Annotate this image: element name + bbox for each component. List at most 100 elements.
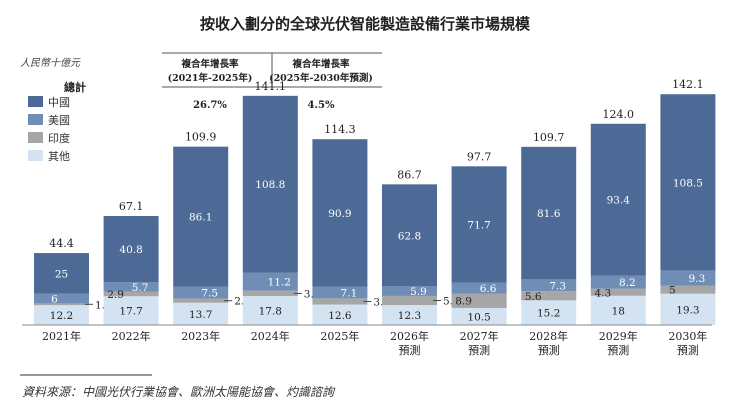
data-label-other: 12.3 xyxy=(398,310,421,322)
data-label-other: 10.5 xyxy=(467,311,490,323)
data-label-china: 93.4 xyxy=(607,195,631,207)
bar-segment-india xyxy=(521,291,577,301)
bar-segment-other xyxy=(312,304,368,325)
bar-segment-usa xyxy=(173,286,229,299)
source-note: 資料來源：中國光伏行業協會、歐洲太陽能協會、灼識諮詢 xyxy=(22,385,336,399)
bar-segment-india xyxy=(660,285,716,294)
cagr-1-header-line1: 複合年增長率 xyxy=(180,58,239,70)
legend-swatch-india xyxy=(28,132,43,143)
bar-segment-india xyxy=(103,291,159,297)
bar-segment-china xyxy=(451,166,507,283)
data-label-other: 19.3 xyxy=(676,304,699,316)
total-label: 97.7 xyxy=(467,150,492,163)
cagr-panel: 複合年增長率 (2021年-2025年) 複合年增長率 (2025年-2030年… xyxy=(162,52,382,111)
bar-segment-other xyxy=(660,293,716,325)
x-tick-label: 預測 xyxy=(677,343,699,357)
x-tick-label: 2029年 xyxy=(599,329,638,343)
bar-segment-china xyxy=(521,146,577,280)
cagr-2-header-line1: 複合年增長率 xyxy=(291,58,350,70)
data-label-usa: 7.3 xyxy=(549,280,566,292)
data-label-india: 8.9 xyxy=(455,296,472,308)
bar-segment-china xyxy=(312,139,368,287)
x-tick-label: 預測 xyxy=(399,343,421,357)
total-label: 141.1 xyxy=(255,80,287,93)
data-label-china: 86.1 xyxy=(189,212,212,224)
bar-segment-other xyxy=(103,296,159,325)
bar-segment-india xyxy=(242,290,298,297)
bar-segment-india xyxy=(34,303,89,306)
data-label-china: 108.5 xyxy=(673,177,703,189)
x-tick-label: 預測 xyxy=(468,343,490,357)
x-tick-label: 2022年 xyxy=(112,329,151,343)
unit-label: 人民幣十億元 xyxy=(20,57,81,69)
data-label-usa: 7.1 xyxy=(341,288,358,300)
data-label-other: 18 xyxy=(612,305,625,317)
x-tick-label: 2023年 xyxy=(181,329,220,343)
x-tick-label: 2028年 xyxy=(529,329,568,343)
bar-segment-usa xyxy=(382,286,437,296)
data-label-usa: 7.5 xyxy=(201,288,218,300)
bar-segment-india xyxy=(590,288,646,296)
total-label: 114.3 xyxy=(324,123,356,136)
cagr-1-header-line2: (2021年-2025年) xyxy=(168,72,253,84)
bar-segment-other xyxy=(521,300,577,325)
data-label-india: 2.9 xyxy=(107,289,124,301)
bar-segment-other xyxy=(173,302,229,325)
bar-segment-china xyxy=(103,216,159,283)
bar-segment-china xyxy=(242,95,298,273)
x-tick-label: 2024年 xyxy=(251,329,290,343)
data-label-usa: 8.2 xyxy=(619,277,636,289)
x-tick-label: 預測 xyxy=(607,343,629,357)
legend-label-india: 印度 xyxy=(48,131,70,145)
bar-segment-india xyxy=(382,295,437,306)
bar-segment-usa xyxy=(660,270,716,286)
total-label: 124.0 xyxy=(603,108,635,121)
bar-segment-india xyxy=(312,298,368,305)
data-label-india: 5.6 xyxy=(525,291,542,303)
data-label-other: 15.2 xyxy=(537,308,560,320)
cagr-2-value: 4.5% xyxy=(308,100,335,111)
data-label-india: 4.3 xyxy=(594,287,611,299)
data-label-china: 90.9 xyxy=(328,208,351,220)
data-label-usa: 9.3 xyxy=(689,273,706,285)
x-tick-label: 2025年 xyxy=(320,329,359,343)
bar-segment-china xyxy=(382,184,437,287)
data-label-india: 5 xyxy=(669,285,676,297)
total-label: 86.7 xyxy=(397,168,422,181)
data-label-usa: 6 xyxy=(51,294,58,306)
bar-segment-india xyxy=(173,298,229,303)
bar-segment-other xyxy=(382,305,437,325)
bar-segment-usa xyxy=(34,293,89,304)
cagr-1-value: 26.7% xyxy=(193,100,227,111)
x-tick-label: 2030年 xyxy=(668,329,707,343)
total-label: 109.7 xyxy=(533,131,565,144)
data-label-china: 62.8 xyxy=(398,230,421,242)
data-label-usa: 11.2 xyxy=(268,277,291,289)
data-label-china: 81.6 xyxy=(537,208,561,220)
legend-swatch-usa xyxy=(28,114,43,125)
x-tick-label: 預測 xyxy=(538,343,560,357)
bar-segment-other xyxy=(34,305,89,325)
data-label-other: 17.7 xyxy=(119,306,142,318)
bars: 12.26251.144.417.75.740.82.967.113.77.58… xyxy=(34,78,716,325)
data-label-other: 12.2 xyxy=(50,310,73,322)
x-tick-label: 2021年 xyxy=(42,329,81,343)
legend-title: 總計 xyxy=(64,80,86,94)
bar-segment-india xyxy=(451,293,507,308)
data-label-other: 13.7 xyxy=(189,309,212,321)
data-label-usa: 5.7 xyxy=(132,282,149,294)
data-label-usa: 6.6 xyxy=(480,283,497,295)
bar-segment-other xyxy=(242,296,298,325)
data-label-china: 71.7 xyxy=(467,220,490,232)
bar-segment-china xyxy=(590,123,646,276)
legend-label-usa: 美國 xyxy=(48,114,70,127)
bar-segment-usa xyxy=(521,279,577,292)
data-label-other: 12.6 xyxy=(328,310,352,322)
bar-segment-usa xyxy=(103,282,159,292)
legend-swatch-other xyxy=(28,150,43,161)
data-label-usa: 5.9 xyxy=(410,286,427,298)
bar-segment-other xyxy=(590,295,646,325)
bar-segment-usa xyxy=(242,272,298,291)
